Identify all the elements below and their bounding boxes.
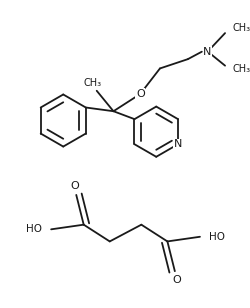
Text: O: O (70, 180, 79, 191)
Text: N: N (203, 47, 212, 57)
Text: O: O (172, 275, 181, 286)
Text: CH₃: CH₃ (232, 23, 250, 34)
Text: HO: HO (26, 224, 42, 234)
Text: O: O (136, 89, 145, 99)
Text: CH₃: CH₃ (84, 78, 102, 88)
Text: N: N (174, 139, 182, 149)
Text: HO: HO (209, 232, 225, 242)
Text: CH₃: CH₃ (232, 64, 250, 74)
